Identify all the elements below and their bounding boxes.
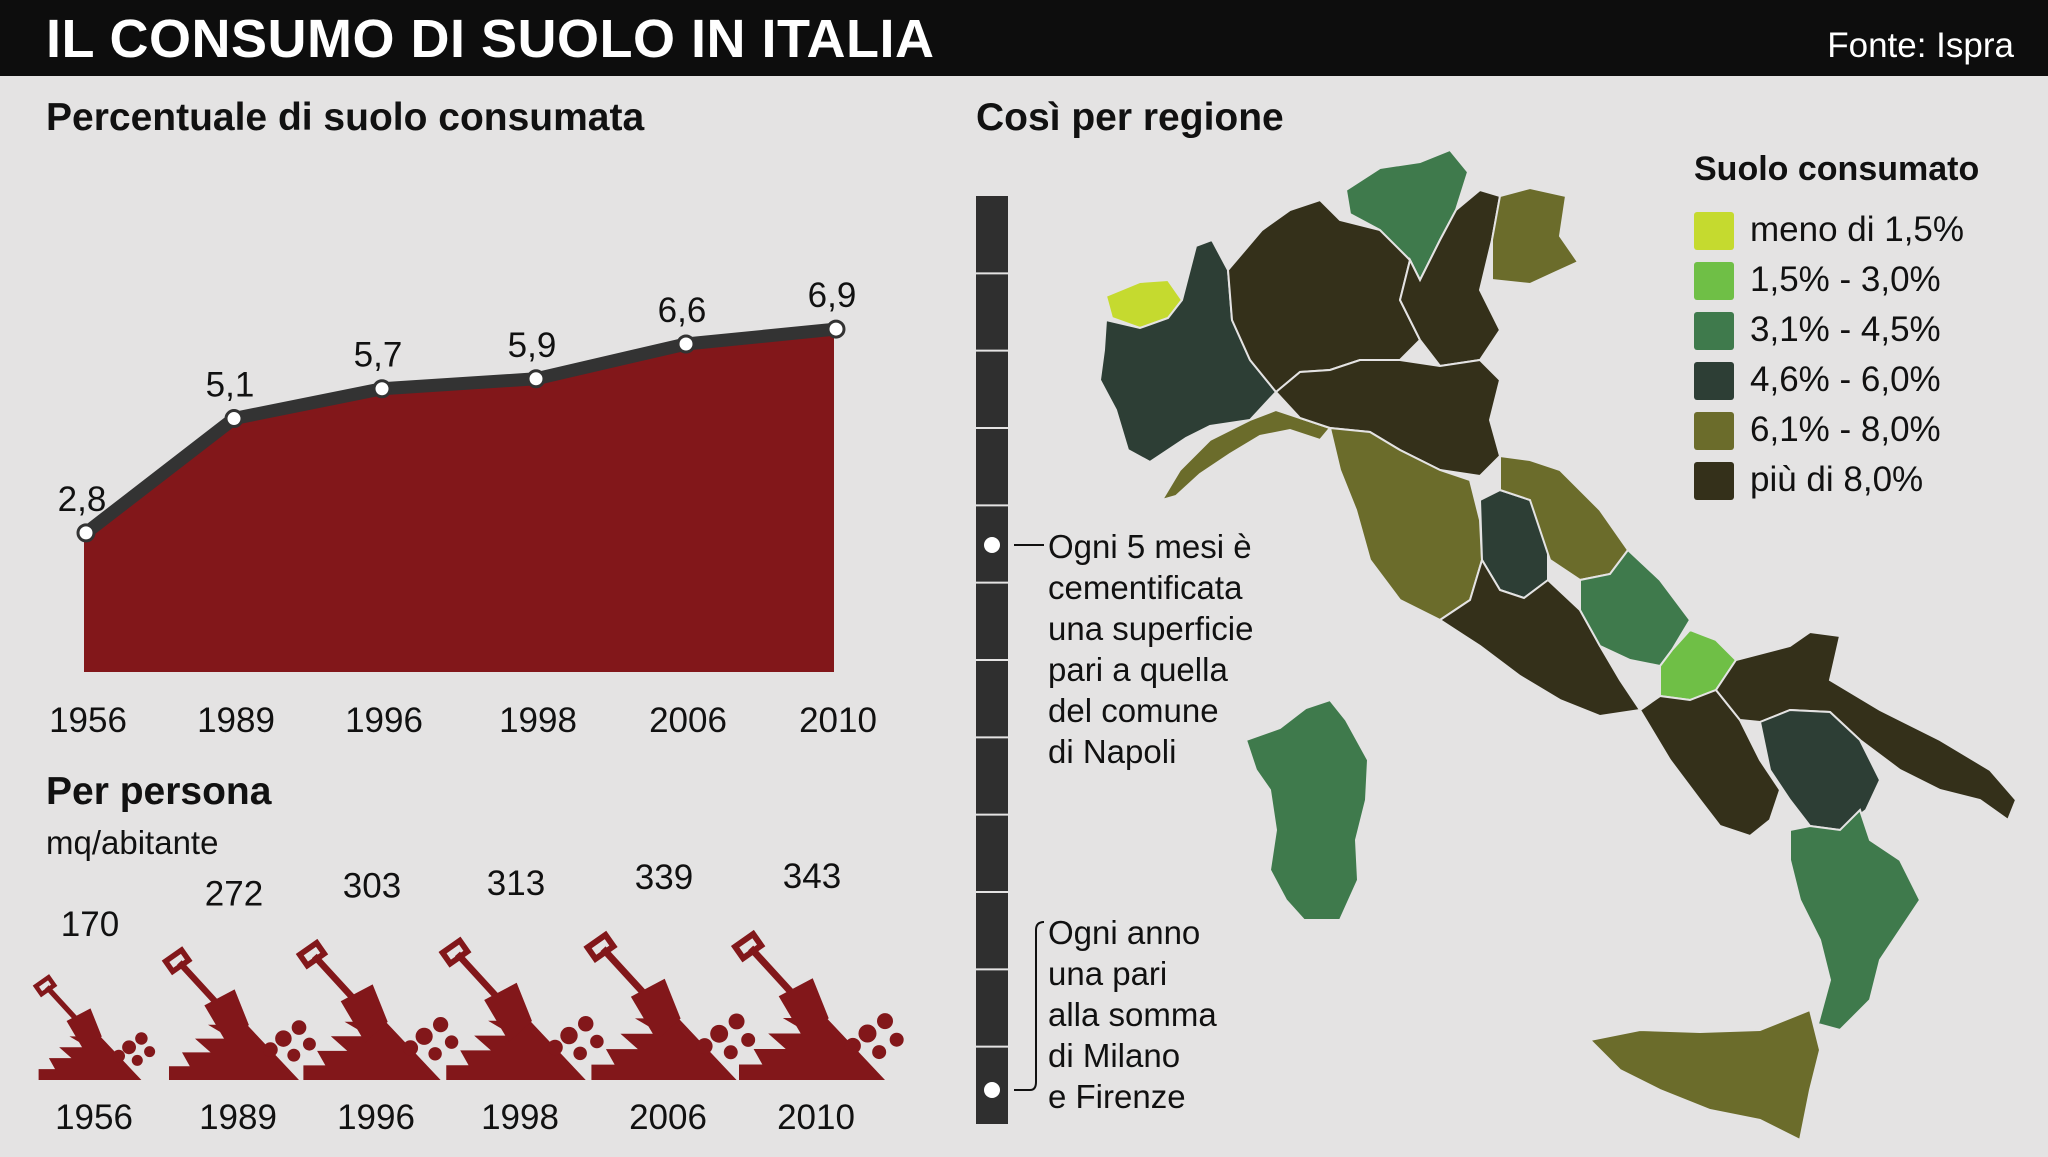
data-point xyxy=(372,379,392,399)
data-label: 170 xyxy=(61,905,119,944)
data-point xyxy=(526,369,546,389)
note-line: alla somma xyxy=(1048,996,1217,1033)
note-line: una pari xyxy=(1048,955,1168,992)
x-tick-label: 1996 xyxy=(345,701,423,740)
data-label: 6,6 xyxy=(658,291,707,330)
shovel-and-soil-icon xyxy=(32,974,156,1080)
shovel-and-soil-icon xyxy=(438,936,604,1080)
note-line: Ogni 5 mesi è xyxy=(1048,528,1252,565)
header-bar: IL CONSUMO DI SUOLO IN ITALIA Fonte: Isp… xyxy=(0,0,2048,76)
map-title: Così per regione xyxy=(976,96,1284,139)
legend-swatch xyxy=(1694,362,1734,400)
data-label: 339 xyxy=(635,858,693,897)
area-chart: 2,8 1956 5,1 1989 5,7 1996 5,9 1998 6,6 2006 6,9 20… xyxy=(49,276,877,740)
legend-label: 4,6% - 6,0% xyxy=(1750,360,1941,399)
x-tick-label: 1956 xyxy=(49,701,127,740)
pictogram-subtitle: mq/abitante xyxy=(46,824,219,861)
data-label: 272 xyxy=(205,875,263,914)
timeline-marker xyxy=(984,1082,1000,1098)
area-chart-title: Percentuale di suolo consumata xyxy=(46,96,645,139)
legend-swatch xyxy=(1694,412,1734,450)
data-label: 343 xyxy=(783,857,841,896)
x-tick-label: 2010 xyxy=(777,1098,855,1137)
data-point xyxy=(76,523,96,543)
timeline-note-2: Ogni anno una pari alla somma di Milano e Fi… xyxy=(1048,912,1217,1117)
pictogram-chart: 170 1956 272 1989 303 1996 313 1998 339 2006 343 20… xyxy=(32,857,904,1137)
x-tick-label: 1989 xyxy=(197,701,275,740)
data-label: 303 xyxy=(343,867,401,906)
data-label: 2,8 xyxy=(58,480,107,519)
italy-map xyxy=(1098,148,2018,1142)
x-tick-label: 1998 xyxy=(499,701,577,740)
data-point xyxy=(826,319,846,339)
shovel-and-soil-icon xyxy=(730,929,904,1080)
x-tick-label: 2006 xyxy=(629,1098,707,1137)
legend-label: 1,5% - 3,0% xyxy=(1750,260,1941,299)
x-tick-label: 2006 xyxy=(649,701,727,740)
note-line: di Napoli xyxy=(1048,733,1177,770)
legend-swatch xyxy=(1694,262,1734,300)
legend-label: 3,1% - 4,5% xyxy=(1750,310,1941,349)
region-friuli-venezia-giulia xyxy=(1491,186,1580,286)
legend-swatch xyxy=(1694,212,1734,250)
note-line: Ogni anno xyxy=(1048,914,1201,951)
legend-title: Suolo consumato xyxy=(1694,150,1980,188)
data-label: 313 xyxy=(487,864,545,903)
legend-label: più di 8,0% xyxy=(1750,460,1924,499)
pictogram-title: Per persona xyxy=(46,770,272,813)
shovel-and-soil-icon xyxy=(161,946,316,1080)
timeline-note-1: Ogni 5 mesi è cementificata una superficie… xyxy=(1048,526,1253,772)
region-sicilia xyxy=(1587,1008,1822,1142)
region-liguria xyxy=(1159,408,1332,502)
note-line: e Firenze xyxy=(1048,1078,1186,1115)
x-tick-label: 1998 xyxy=(481,1098,559,1137)
series-line xyxy=(82,322,837,538)
x-tick-label: 1996 xyxy=(337,1098,415,1137)
shovel-and-soil-icon xyxy=(295,938,459,1080)
note-line: una superficie xyxy=(1048,610,1254,647)
data-label: 6,9 xyxy=(808,276,857,315)
page-title: IL CONSUMO DI SUOLO IN ITALIA xyxy=(46,9,935,69)
legend-swatch xyxy=(1694,462,1734,500)
data-label: 5,7 xyxy=(354,336,403,375)
x-tick-label: 1989 xyxy=(199,1098,277,1137)
note-line: cementificata xyxy=(1048,569,1243,606)
timeline-marker xyxy=(984,537,1000,553)
data-point xyxy=(224,409,244,429)
data-label: 5,1 xyxy=(206,366,255,405)
region-sardegna xyxy=(1244,698,1370,921)
region-campania xyxy=(1638,688,1782,838)
x-tick-label: 2010 xyxy=(799,701,877,740)
x-tick-label: 1956 xyxy=(55,1098,133,1137)
legend-swatch xyxy=(1694,312,1734,350)
data-point xyxy=(676,334,696,354)
timeline xyxy=(976,196,1045,1124)
note-line: del comune xyxy=(1048,692,1219,729)
note-line: pari a quella xyxy=(1048,651,1228,688)
data-label: 5,9 xyxy=(508,326,557,365)
note-line: di Milano xyxy=(1048,1037,1181,1074)
shovel-and-soil-icon xyxy=(583,930,756,1080)
source-credit: Fonte: Ispra xyxy=(1827,26,2014,65)
legend-label: meno di 1,5% xyxy=(1750,210,1965,249)
region-calabria xyxy=(1789,808,1922,1032)
region-basilicata xyxy=(1758,708,1882,832)
legend-label: 6,1% - 8,0% xyxy=(1750,410,1941,449)
region-veneto xyxy=(1398,188,1502,368)
